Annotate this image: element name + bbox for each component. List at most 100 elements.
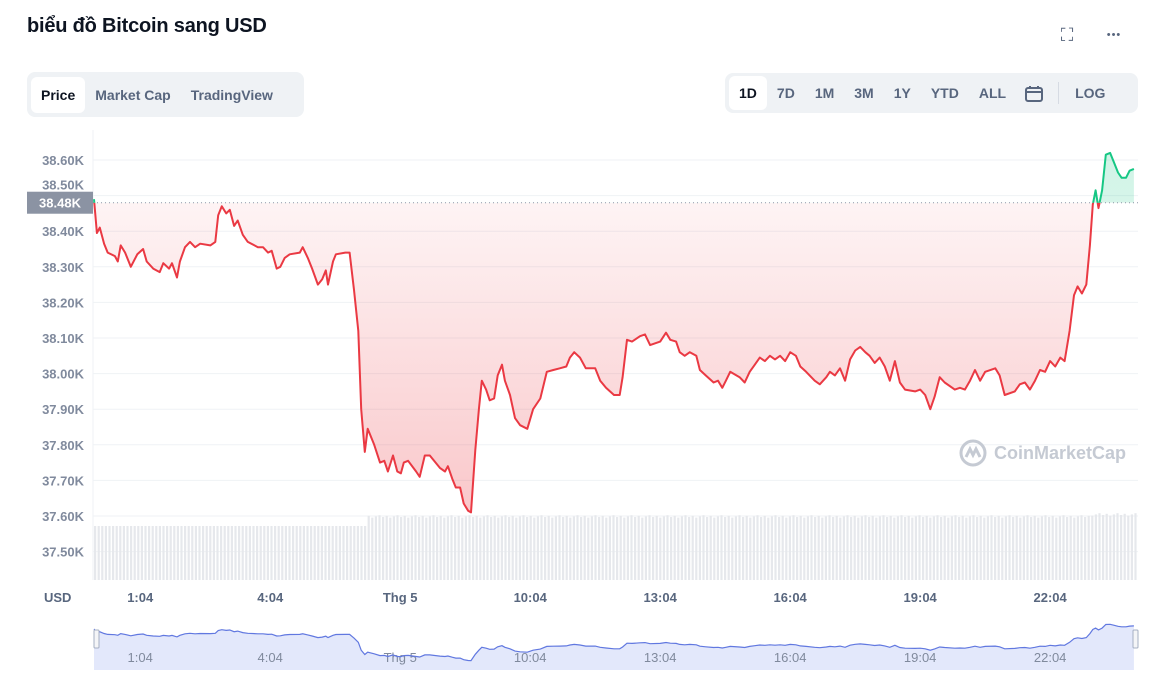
navigator-handle[interactable] [93, 629, 100, 649]
volume-bar [572, 516, 575, 580]
y-tick-label: 38.60K [42, 153, 85, 168]
volume-bar [457, 515, 460, 580]
volume-bar [392, 516, 395, 580]
x-tick-label: 13:04 [644, 590, 678, 605]
volume-bar [349, 526, 352, 580]
volume-bar [133, 526, 136, 580]
volume-bar [778, 517, 781, 580]
calendar-icon[interactable] [1016, 76, 1052, 110]
volume-bar [961, 515, 964, 580]
current-price-label: 38.48K [39, 196, 82, 211]
navigator-tick-label: 1:04 [128, 650, 153, 665]
volume-bar [713, 517, 716, 580]
volume-bar [1091, 515, 1094, 580]
volume-bar [918, 515, 921, 580]
volume-bar [929, 517, 932, 580]
volume-bar [965, 517, 968, 580]
volume-bar [414, 515, 417, 580]
volume-bar [482, 516, 485, 580]
volume-bar [986, 516, 989, 580]
volume-bar [576, 515, 579, 580]
volume-bar [580, 517, 583, 580]
navigator-tick-label: 4:04 [258, 650, 283, 665]
volume-bar [1102, 515, 1105, 580]
volume-bar [184, 526, 187, 580]
volume-bar [94, 526, 97, 580]
volume-bar [544, 517, 547, 580]
volume-bar [644, 516, 647, 580]
volume-bar [270, 526, 273, 580]
x-tick-label: Thg 5 [383, 590, 418, 605]
volume-bar [464, 516, 467, 580]
volume-bar [468, 515, 471, 580]
volume-bar [796, 517, 799, 580]
volume-bar [212, 526, 215, 580]
volume-bar [817, 515, 820, 580]
volume-bar [108, 526, 111, 580]
more-horizontal-icon[interactable]: ••• [1106, 29, 1122, 41]
volume-bar [806, 516, 809, 580]
volume-bar [234, 526, 237, 580]
tab-tradingview[interactable]: TradingView [190, 86, 273, 103]
volume-bar [724, 517, 727, 580]
range-7d[interactable]: 7D [776, 85, 795, 101]
range-ytd[interactable]: YTD [930, 85, 959, 101]
volume-bar [821, 517, 824, 580]
volume-bar [436, 517, 439, 580]
x-tick-label: 4:04 [257, 590, 284, 605]
range-1d[interactable]: 1D [729, 76, 767, 110]
volume-bar [763, 515, 766, 580]
volume-bar [378, 515, 381, 580]
volume-bar [1004, 516, 1007, 580]
volume-bar [922, 517, 925, 580]
volume-bar [745, 515, 748, 580]
volume-bar [1062, 515, 1065, 580]
volume-bar [518, 516, 521, 580]
volume-bar [569, 517, 572, 580]
volume-bar [223, 526, 226, 580]
volume-bar [320, 526, 323, 580]
volume-bar [1084, 517, 1087, 580]
volume-bar [677, 517, 680, 580]
volume-bar [1069, 515, 1072, 580]
volume-bar [504, 515, 507, 580]
y-tick-label: 37.50K [42, 545, 85, 560]
volume-bar [994, 517, 997, 580]
volume-bar [587, 517, 590, 580]
volume-bar [389, 517, 392, 580]
navigator-handle[interactable] [1132, 629, 1139, 649]
range-1y[interactable]: 1Y [893, 85, 911, 101]
y-tick-label: 38.40K [42, 224, 85, 239]
volume-bar [760, 517, 763, 580]
volume-bar [1066, 517, 1069, 580]
volume-bar [1044, 515, 1047, 580]
volume-bar [1134, 513, 1137, 580]
volume-bar [1040, 516, 1043, 580]
volume-bar [554, 516, 557, 580]
range-all[interactable]: ALL [978, 85, 1007, 101]
volume-bar [1112, 514, 1115, 580]
tab-price[interactable]: Price [31, 76, 86, 113]
tab-market-cap[interactable]: Market Cap [95, 86, 171, 103]
navigator-tick-label: 10:04 [514, 650, 547, 665]
volume-bar [511, 515, 514, 580]
log-scale-toggle[interactable]: LOG [1075, 85, 1106, 101]
volume-bar [446, 516, 449, 580]
volume-bar [940, 517, 943, 580]
volume-bar [976, 517, 979, 580]
volume-bar [403, 515, 406, 580]
range-1m[interactable]: 1M [814, 85, 835, 101]
volume-bar [558, 515, 561, 580]
fullscreen-icon[interactable]: ⛶ [1060, 25, 1074, 45]
volume-bar [1098, 513, 1101, 580]
range-3m[interactable]: 3M [854, 85, 874, 101]
volume-bar [454, 517, 457, 580]
time-range-selector: 1D 7D 1M 3M 1Y YTD ALL LOG [725, 73, 1138, 113]
y-tick-label: 37.70K [42, 473, 85, 488]
volume-bar [691, 515, 694, 580]
volume-bar [1058, 516, 1061, 580]
volume-bar [256, 526, 259, 580]
volume-bar [950, 516, 953, 580]
volume-bar [364, 526, 367, 580]
